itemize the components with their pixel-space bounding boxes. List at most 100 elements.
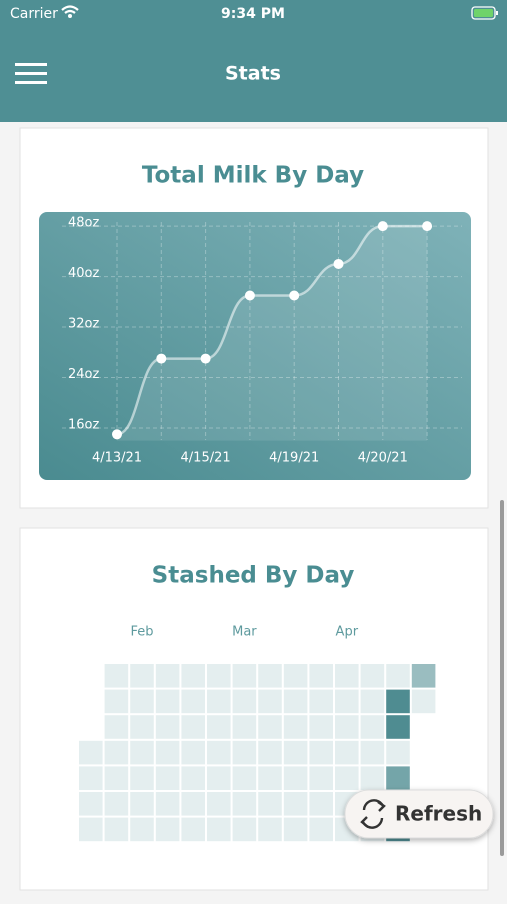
cell — [181, 740, 205, 765]
cell — [283, 715, 308, 739]
charts: 16oz 24oz 32oz 40oz 48oz 4/13/21 4/15/21 4/19/2… — [62, 216, 462, 842]
cell — [309, 689, 333, 714]
cell — [155, 715, 180, 739]
cell — [130, 766, 154, 790]
cell — [232, 792, 257, 816]
point — [244, 290, 255, 301]
cell — [360, 664, 385, 688]
refresh-arrows — [360, 801, 386, 828]
cell — [258, 766, 282, 790]
cell — [155, 740, 180, 765]
cell — [104, 740, 129, 765]
menu-bar — [15, 72, 47, 75]
cell — [104, 766, 129, 790]
point — [333, 258, 344, 269]
cell — [309, 715, 333, 739]
cell — [79, 766, 103, 790]
cell — [335, 689, 359, 714]
cell — [309, 792, 333, 816]
point — [200, 353, 211, 364]
cell — [130, 792, 154, 816]
cell — [181, 715, 205, 739]
y-tick-label: 24oz — [68, 367, 99, 382]
area — [117, 226, 428, 441]
point — [112, 429, 122, 440]
point — [289, 290, 300, 301]
cell — [232, 740, 257, 765]
cell — [155, 817, 180, 842]
x-tick-label: 4/20/21 — [358, 451, 408, 466]
cell — [283, 766, 308, 790]
cell — [104, 792, 129, 816]
cell — [155, 766, 180, 790]
point — [377, 221, 388, 232]
cell — [360, 689, 385, 714]
x-tick-label: 4/19/21 — [269, 451, 319, 466]
y-tick-label: 32oz — [68, 317, 99, 332]
cell — [207, 689, 231, 714]
cell — [104, 715, 129, 739]
cell — [155, 664, 180, 688]
cell — [232, 715, 257, 739]
cell — [79, 740, 103, 765]
cell — [155, 792, 180, 816]
menu-button[interactable] — [15, 63, 47, 84]
cell — [283, 689, 308, 714]
cell — [130, 817, 154, 842]
cell — [207, 766, 231, 790]
cell — [207, 664, 231, 688]
cell — [283, 792, 308, 816]
cell — [130, 689, 154, 714]
chart-title: Total Milk By Day — [142, 163, 364, 189]
cell — [207, 715, 231, 739]
y-tick-label: 16oz — [68, 417, 99, 432]
chart-title: Stashed By Day — [152, 563, 355, 589]
cell — [181, 664, 205, 688]
cell — [104, 689, 129, 714]
battery-level — [474, 9, 493, 17]
cell — [335, 740, 359, 765]
cell — [386, 740, 410, 765]
battery-frame — [471, 6, 496, 20]
refresh-button[interactable]: Refresh — [344, 789, 494, 839]
cell — [130, 740, 154, 765]
cell — [258, 689, 282, 714]
battery-tip — [496, 11, 498, 15]
cell — [386, 766, 410, 790]
menu-bar — [15, 63, 47, 66]
cell — [258, 792, 282, 816]
cell — [411, 664, 436, 688]
nav-title: Stats — [225, 63, 281, 85]
cell — [79, 792, 103, 816]
cell — [360, 766, 385, 790]
cell — [386, 664, 410, 688]
cell — [283, 817, 308, 842]
cell — [232, 664, 257, 688]
cell — [181, 766, 205, 790]
x-tick-label: Feb — [130, 625, 153, 640]
x-tick-label: 4/13/21 — [92, 451, 142, 466]
cell — [258, 715, 282, 739]
cell — [232, 766, 257, 790]
cell — [181, 817, 205, 842]
cell — [181, 689, 205, 714]
y-tick-label: 40oz — [68, 266, 99, 281]
cell — [258, 740, 282, 765]
plot-bg — [39, 212, 471, 480]
cell — [335, 766, 359, 790]
cell — [207, 817, 231, 842]
cell — [335, 715, 359, 739]
cell — [104, 817, 129, 842]
cell — [309, 740, 333, 765]
cell — [130, 715, 154, 739]
battery-icon — [471, 6, 498, 20]
cell — [283, 740, 308, 765]
header-bg — [0, 0, 507, 122]
cell — [207, 740, 231, 765]
cell — [207, 792, 231, 816]
x-tick-label: Apr — [336, 625, 359, 640]
carrier: Carrier — [10, 6, 58, 22]
cell — [79, 817, 103, 842]
cell — [360, 715, 385, 739]
